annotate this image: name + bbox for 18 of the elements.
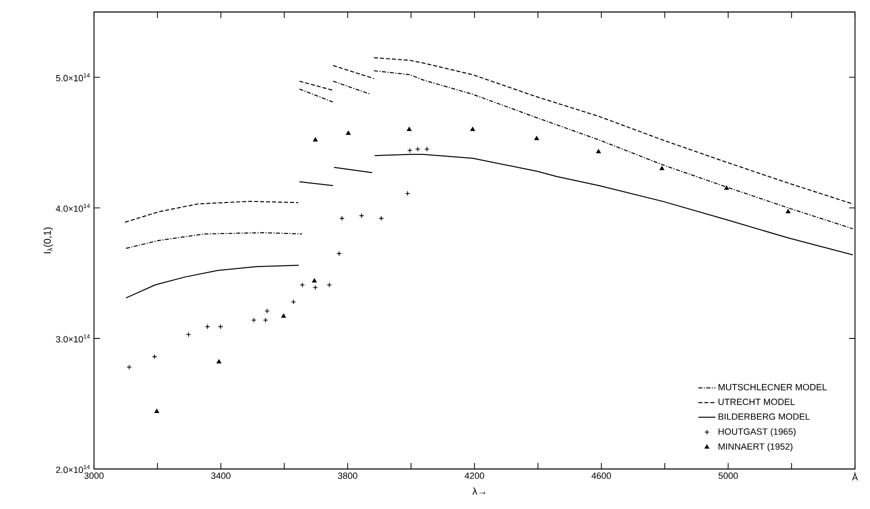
x-tick-label: 3800 [338,472,358,479]
y-tick-label: 5.0×10$^{14}$ [56,73,90,82]
y-tick-label: 2.0×10$^{14}$ [56,465,90,474]
x-axis-title: λ→ [472,487,486,495]
y-axis-title: I$_{λ}$(0,1) [44,227,53,254]
x-tick-label: 4600 [592,472,611,479]
x-tick-label: 4200 [464,472,484,479]
legend-label: HOUTGAST (1965) [718,428,796,437]
legend-label: MINNAERT (1952) [718,443,792,452]
y-tick-label: 3.0×10$^{14}$ [56,334,90,342]
x-tick-label: 3000 [84,472,104,479]
legend-label: BILDERBERG MODEL [718,413,810,420]
y-tick-label: 4.0×10$^{14}$ [56,204,90,212]
legend-label: MUTSCHLECNER MODEL [718,384,827,390]
x-tick-label: 3400 [211,472,230,479]
legend-label: UTRECHT MODEL [718,398,795,406]
x-tick-label: Å [852,472,858,480]
x-tick-label: 5000 [718,472,738,479]
